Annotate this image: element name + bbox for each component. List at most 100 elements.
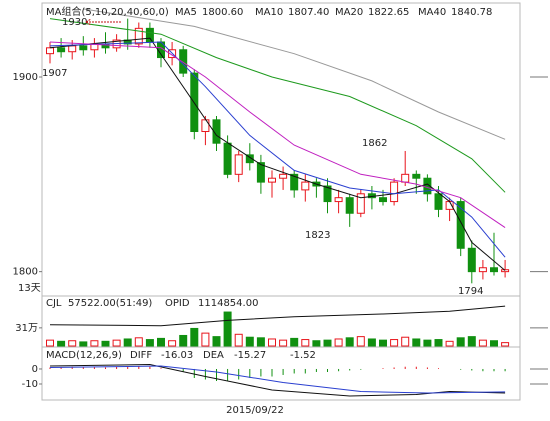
y-tick-label: 31万 [15,323,38,334]
volume-bar [423,339,432,347]
candle-body [212,119,221,144]
y-tick-label: -10 [22,379,38,390]
volume-bar [134,337,143,347]
volume-bar [279,339,288,347]
candle-body [46,47,54,55]
volume-bar [168,340,177,347]
legend-name: OPID [165,298,190,309]
legend-name: MA20 [335,7,363,18]
legend-name: DIFF [130,350,152,361]
candle-body [478,267,487,273]
x-tick-label: 2015/09/22 [226,405,284,416]
volume-bar [445,340,454,347]
volume-bar [212,336,221,347]
candle-body [390,181,399,203]
candle-body [345,197,354,214]
volume-bar [57,340,66,347]
volume-bar [379,339,387,347]
volume-bar [268,338,276,347]
volume-bar [245,336,254,347]
volume-bar [412,338,421,347]
candle-body [57,47,66,53]
candle-body [323,185,332,203]
volume-bar [290,337,299,347]
volume-bar [179,334,188,347]
panel-title: MACD(12,26,9) [46,350,122,361]
line [49,37,506,271]
volume-bar [356,336,365,347]
volume-bar [112,339,121,347]
candle-body [290,173,299,191]
legend-value: 1822.65 [368,7,409,18]
candle-body [456,201,465,249]
volume-bar [312,340,321,347]
legend-name: DEA [203,350,224,361]
candle-body [223,142,232,175]
volume-bar [79,341,88,347]
volume-bar [256,337,265,347]
volume-bar [223,311,232,347]
volume-bar [145,339,154,347]
volume-bar [334,338,343,347]
line [49,41,506,229]
legend-name: MA10 [255,7,283,18]
volume-bar [201,332,210,347]
annotation: 1862 [362,138,387,149]
candle-body [501,269,510,273]
panel-title: MA组合(5,10,20,40,60,0) [46,5,169,18]
annotation: 1907 [42,68,67,79]
legend-value: 1807.40 [288,7,329,18]
volume-bar [478,339,487,347]
volume-bar [46,339,54,347]
annotation: 1930 [62,17,87,28]
y-tick-label: 1800 [13,267,38,278]
legend-value: -15.27 [234,350,266,361]
candle-body [79,45,88,51]
volume-bar [123,338,132,347]
volume-bar [190,327,199,347]
line [49,18,506,193]
volume-value: 57522.00(51:49) [68,298,152,309]
macd-value: -1.52 [290,350,316,361]
candle-body [412,173,421,179]
volume-bar [301,339,310,347]
line [83,8,506,140]
candle-body [379,197,387,203]
candle-body [356,193,365,214]
candle-body [467,247,476,273]
candle-body [490,267,498,273]
legend-value: -16.03 [161,350,193,361]
candle-body [201,119,210,133]
volume-bar [490,340,498,347]
annotation-arrow [85,18,122,26]
line [49,41,506,258]
volume-bar [157,337,165,347]
candle-body [134,27,143,45]
legend-name: MA40 [418,7,446,18]
volume-bar [367,338,376,347]
volume-bar [234,333,243,347]
candle-body [434,193,443,210]
volume-bar [323,339,332,347]
line [49,363,506,397]
line [49,305,506,327]
panel-frame [41,346,521,401]
candle-body [334,197,343,203]
volume-bar [390,339,399,347]
annotation: 1823 [305,230,330,241]
candle-body [256,162,265,183]
candle-body [234,154,243,175]
volume-bar [345,337,354,347]
volume-bar [401,336,410,347]
period-label: 13天 [18,283,41,294]
candle-body [401,173,410,183]
candle-body [68,45,77,53]
volume-bar [68,340,77,347]
candle-body [245,154,254,164]
legend-value: 1800.60 [202,7,243,18]
volume-bar [501,342,510,347]
volume-bar [101,340,110,347]
volume-bar [456,337,465,347]
